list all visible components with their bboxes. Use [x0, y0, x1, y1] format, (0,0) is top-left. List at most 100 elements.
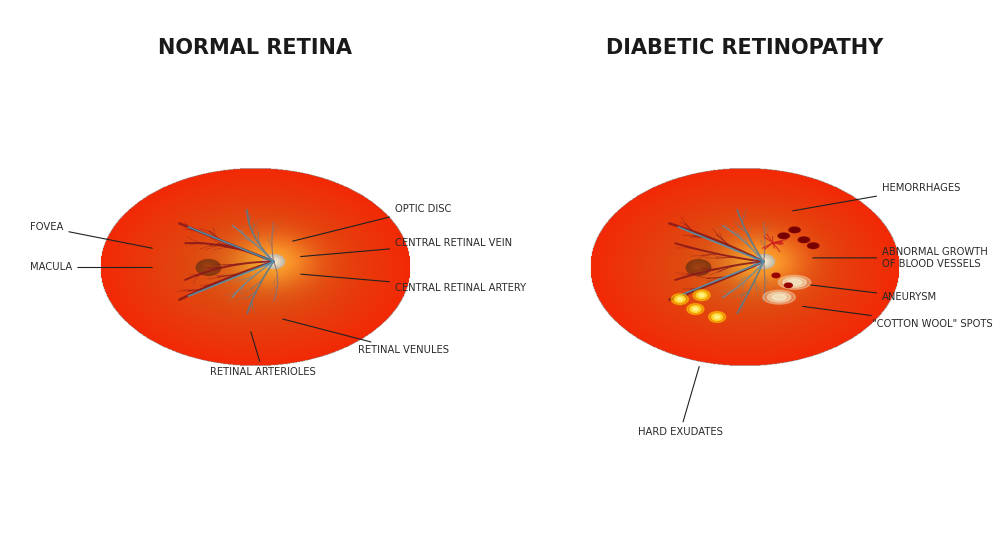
- Ellipse shape: [761, 259, 766, 263]
- Ellipse shape: [753, 255, 774, 268]
- Ellipse shape: [266, 257, 281, 266]
- Ellipse shape: [267, 258, 280, 265]
- Ellipse shape: [693, 307, 698, 311]
- Ellipse shape: [271, 260, 276, 263]
- Ellipse shape: [688, 261, 709, 274]
- Ellipse shape: [755, 256, 773, 268]
- Ellipse shape: [206, 265, 211, 270]
- Ellipse shape: [207, 266, 210, 269]
- Ellipse shape: [759, 258, 768, 265]
- Ellipse shape: [203, 264, 214, 271]
- Ellipse shape: [792, 228, 797, 231]
- Ellipse shape: [690, 262, 707, 273]
- Ellipse shape: [693, 264, 704, 271]
- Ellipse shape: [754, 256, 773, 268]
- Ellipse shape: [266, 256, 282, 266]
- Ellipse shape: [696, 265, 701, 270]
- Ellipse shape: [753, 255, 774, 268]
- Ellipse shape: [757, 257, 770, 266]
- Ellipse shape: [714, 315, 720, 319]
- Ellipse shape: [690, 262, 707, 273]
- Ellipse shape: [692, 263, 705, 272]
- Ellipse shape: [198, 261, 219, 274]
- Ellipse shape: [270, 259, 277, 264]
- Ellipse shape: [268, 258, 279, 265]
- Ellipse shape: [789, 227, 800, 233]
- Ellipse shape: [778, 276, 811, 289]
- Ellipse shape: [674, 296, 685, 303]
- Ellipse shape: [709, 311, 726, 323]
- Ellipse shape: [199, 261, 218, 274]
- Ellipse shape: [270, 259, 277, 264]
- Ellipse shape: [791, 228, 798, 232]
- Ellipse shape: [265, 256, 283, 268]
- Ellipse shape: [266, 257, 281, 266]
- Ellipse shape: [269, 259, 278, 264]
- Ellipse shape: [204, 265, 213, 270]
- Ellipse shape: [693, 264, 704, 271]
- Ellipse shape: [756, 256, 772, 266]
- Text: CENTRAL RETINAL VEIN: CENTRAL RETINAL VEIN: [301, 239, 512, 257]
- Ellipse shape: [780, 234, 787, 238]
- Ellipse shape: [197, 260, 220, 275]
- Ellipse shape: [712, 314, 723, 320]
- Ellipse shape: [757, 258, 770, 265]
- Ellipse shape: [269, 258, 279, 265]
- Ellipse shape: [696, 292, 707, 299]
- Ellipse shape: [781, 235, 786, 237]
- Text: CENTRAL RETINAL ARTERY: CENTRAL RETINAL ARTERY: [301, 274, 526, 293]
- Ellipse shape: [271, 259, 276, 263]
- Ellipse shape: [808, 243, 819, 248]
- Ellipse shape: [758, 258, 769, 265]
- Ellipse shape: [671, 294, 688, 304]
- Ellipse shape: [196, 259, 221, 276]
- Ellipse shape: [263, 255, 284, 268]
- Ellipse shape: [204, 264, 213, 271]
- Ellipse shape: [778, 233, 789, 239]
- Ellipse shape: [698, 267, 699, 268]
- Ellipse shape: [798, 237, 810, 242]
- Ellipse shape: [696, 266, 701, 269]
- Ellipse shape: [198, 261, 219, 274]
- Ellipse shape: [686, 259, 711, 276]
- Ellipse shape: [760, 259, 767, 264]
- Ellipse shape: [699, 293, 704, 297]
- Ellipse shape: [757, 257, 770, 266]
- Text: ABNORMAL GROWTH
OF BLOOD VESSELS: ABNORMAL GROWTH OF BLOOD VESSELS: [813, 247, 988, 269]
- Text: ANEURYSM: ANEURYSM: [811, 285, 937, 302]
- Ellipse shape: [200, 262, 217, 273]
- Ellipse shape: [200, 262, 217, 273]
- Ellipse shape: [201, 263, 216, 272]
- Ellipse shape: [203, 264, 214, 271]
- Ellipse shape: [763, 291, 795, 304]
- Text: DIABETIC RETINOPATHY: DIABETIC RETINOPATHY: [606, 38, 884, 58]
- Ellipse shape: [693, 290, 710, 301]
- Text: FOVEA: FOVEA: [30, 223, 152, 248]
- Ellipse shape: [265, 256, 282, 267]
- Ellipse shape: [692, 263, 705, 272]
- Ellipse shape: [208, 267, 209, 268]
- Ellipse shape: [762, 261, 765, 263]
- Ellipse shape: [756, 257, 771, 266]
- Ellipse shape: [202, 263, 215, 272]
- Ellipse shape: [763, 261, 764, 262]
- Ellipse shape: [687, 260, 710, 275]
- Ellipse shape: [772, 273, 780, 278]
- Ellipse shape: [694, 264, 703, 271]
- Text: MACULA: MACULA: [30, 263, 152, 272]
- Ellipse shape: [697, 266, 700, 269]
- Ellipse shape: [759, 259, 768, 264]
- Ellipse shape: [205, 265, 212, 270]
- Ellipse shape: [754, 255, 773, 268]
- Ellipse shape: [783, 277, 806, 287]
- Ellipse shape: [687, 260, 710, 275]
- Ellipse shape: [761, 260, 766, 263]
- Ellipse shape: [269, 258, 278, 265]
- Ellipse shape: [753, 255, 774, 269]
- Ellipse shape: [755, 256, 772, 267]
- Ellipse shape: [273, 261, 274, 262]
- Text: HEMORRHAGES: HEMORRHAGES: [793, 184, 960, 211]
- Ellipse shape: [202, 263, 215, 272]
- Ellipse shape: [199, 262, 218, 273]
- Ellipse shape: [207, 266, 210, 269]
